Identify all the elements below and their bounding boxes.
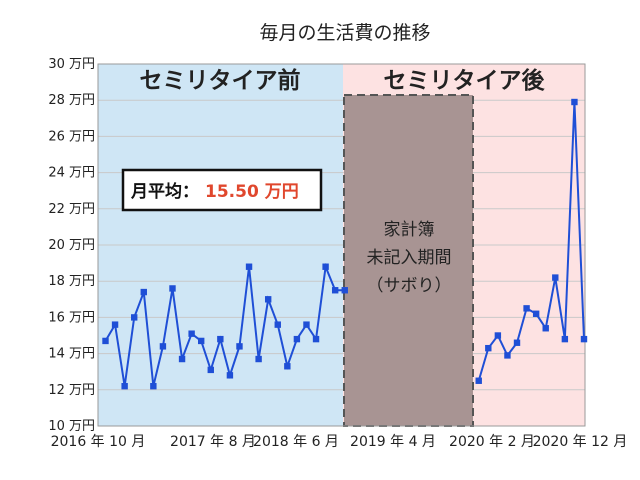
data-point (293, 335, 301, 343)
plot-frame (97, 63, 586, 427)
data-point (532, 310, 540, 317)
data-point (580, 335, 588, 343)
y-tick-label: 22 万円 (48, 202, 95, 217)
x-tick-label: 2018 年 6 月 (253, 434, 339, 450)
y-axis: 10 万円 12 万円 14 万円 16 万円 18 万円 20 万円 22 万円 24 万円… (48, 57, 95, 434)
series-layer (102, 98, 588, 390)
region-after-label: セミリタイア後 (384, 67, 546, 94)
data-point (494, 332, 502, 339)
data-point (331, 287, 339, 294)
data-point (159, 343, 167, 350)
x-tick-label: 2016 年 10 月 (51, 434, 146, 450)
data-point (312, 335, 320, 343)
y-tick-label: 24 万円 (48, 166, 95, 181)
gap-label-line-1: 家計簿 (384, 220, 435, 240)
data-point (475, 377, 482, 384)
data-point (504, 352, 511, 359)
data-point (245, 263, 253, 270)
data-point (131, 314, 138, 321)
data-point (121, 382, 128, 390)
y-tick-label: 18 万円 (48, 274, 95, 289)
data-point (178, 355, 186, 363)
average-label: 月平均： (130, 181, 199, 202)
average-annotation-box (121, 168, 323, 212)
data-point (284, 363, 291, 370)
x-tick-label: 2020 年 12 月 (533, 434, 628, 450)
x-tick-label: 2019 年 4 月 (350, 434, 436, 450)
gap-label-line-3: （サボり） (367, 276, 452, 296)
gap-label-line-2: 未記入期間 (367, 248, 452, 268)
data-point (264, 296, 272, 303)
data-point (217, 335, 224, 343)
y-tick-label: 20 万円 (48, 238, 95, 253)
data-point (485, 344, 492, 352)
average-annotation-text: 月平均： 15.50 万円 (130, 181, 299, 202)
data-point (207, 366, 214, 374)
y-tick-label: 30 万円 (48, 57, 95, 72)
y-tick-label: 28 万円 (48, 93, 95, 108)
data-point (226, 372, 234, 379)
data-point (341, 287, 348, 294)
data-point (274, 321, 281, 328)
data-point (571, 98, 578, 106)
data-point (523, 305, 530, 312)
data-point (236, 343, 243, 350)
y-tick-label: 14 万円 (48, 347, 95, 362)
data-point (552, 274, 559, 281)
y-tick-label: 10 万円 (48, 419, 95, 434)
data-point (188, 330, 195, 337)
data-point (140, 288, 147, 296)
data-point (169, 285, 176, 292)
chart-title: 毎月の生活費の推移 (259, 22, 430, 44)
data-point (542, 325, 549, 332)
data-point (303, 321, 310, 328)
y-tick-label: 16 万円 (48, 310, 95, 325)
region-before-label: セミリタイア前 (140, 67, 301, 94)
gap-box (343, 94, 474, 427)
data-point (513, 339, 521, 346)
gap-label: 家計簿 未記入期間 （サボり） (367, 220, 452, 296)
y-tick-label: 26 万円 (48, 129, 95, 144)
data-point (255, 355, 262, 363)
x-tick-label: 2020 年 2 月 (449, 434, 535, 450)
data-point (198, 337, 205, 345)
y-tick-label: 12 万円 (48, 383, 95, 398)
average-annotation: 月平均： 15.50 万円 (121, 168, 323, 212)
data-point (561, 335, 569, 343)
data-point (102, 337, 109, 345)
average-value: 15.50 万円 (205, 182, 299, 202)
data-point (150, 382, 157, 390)
data-point (322, 263, 329, 270)
x-tick-label: 2017 年 8 月 (170, 434, 256, 450)
data-point (111, 321, 119, 328)
